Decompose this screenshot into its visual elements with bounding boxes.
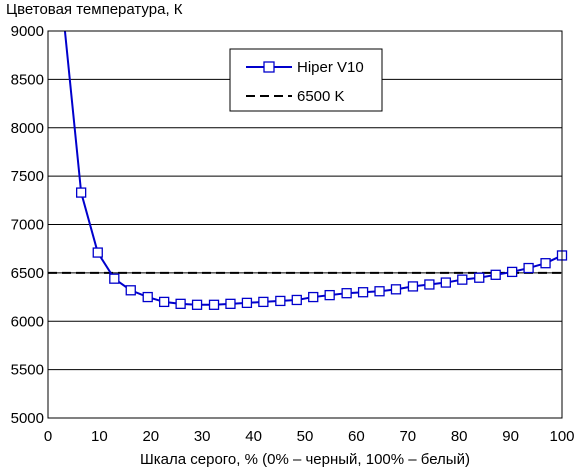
- data-point-marker: [424, 279, 435, 290]
- data-point-marker: [275, 295, 286, 307]
- data-point-marker: [374, 286, 385, 297]
- y-tick-label: 5000: [11, 410, 44, 427]
- data-point-marker: [76, 187, 87, 198]
- y-tick-label: 6500: [11, 265, 44, 282]
- data-point-marker: [357, 287, 369, 298]
- data-point-marker: [208, 299, 220, 310]
- legend-series-marker: [263, 61, 275, 73]
- data-point-marker: [341, 288, 352, 299]
- data-point-marker: [407, 281, 419, 292]
- y-tick-label: 8500: [11, 71, 44, 88]
- data-point-marker: [523, 262, 534, 274]
- x-tick-label: 60: [348, 428, 365, 445]
- x-tick-label: 10: [91, 428, 108, 445]
- data-point-marker: [125, 285, 136, 296]
- y-tick-label: 7000: [11, 217, 44, 234]
- series-markers: [76, 187, 568, 310]
- x-tick-label: 80: [451, 428, 468, 445]
- x-tick-label: 20: [142, 428, 159, 445]
- data-point-marker: [540, 258, 551, 269]
- data-point-marker: [390, 284, 402, 295]
- data-point-marker: [440, 277, 451, 288]
- legend-reference-label: 6500 K: [297, 88, 345, 105]
- x-tick-label: 90: [502, 428, 519, 445]
- data-point-marker: [142, 291, 153, 303]
- y-tick-labels: 5000 5500 6000 6500 7000 7500 8000 8500 9000: [11, 23, 44, 427]
- x-axis-title: Шкала серого, % (0% – черный, 100% – бел…: [140, 451, 470, 468]
- x-tick-label: 50: [297, 428, 314, 445]
- data-point-marker: [225, 298, 236, 309]
- y-tick-label: 6000: [11, 313, 44, 330]
- data-point-marker: [92, 247, 103, 258]
- data-point-marker: [474, 272, 485, 283]
- y-axis-title: Цветовая температура, К: [6, 1, 183, 18]
- data-point-marker: [258, 296, 269, 308]
- data-point-marker: [324, 289, 335, 301]
- data-point-marker: [159, 296, 170, 308]
- x-tick-label: 70: [399, 428, 416, 445]
- data-point-marker: [291, 294, 302, 306]
- legend: Hiper V10 6500 K: [229, 48, 383, 112]
- y-tick-label: 7500: [11, 168, 44, 185]
- legend-series-label: Hiper V10: [297, 59, 364, 76]
- data-point-marker: [109, 273, 120, 284]
- x-tick-labels: 0 10 20 30 40 50 60 70 80 90 100: [44, 428, 574, 445]
- data-point-marker: [191, 299, 203, 310]
- x-tick-label: 100: [549, 428, 574, 445]
- y-tick-label: 9000: [11, 23, 44, 40]
- data-point-marker: [241, 297, 253, 309]
- data-point-marker: [457, 274, 468, 285]
- plot-frame: [47, 30, 563, 419]
- data-point-marker: [175, 298, 186, 309]
- legend-box: [229, 48, 383, 112]
- data-point-marker: [308, 291, 319, 303]
- x-tick-label: 0: [44, 428, 52, 445]
- y-tick-label: 8000: [11, 120, 44, 137]
- x-tick-label: 30: [194, 428, 211, 445]
- data-point-marker: [490, 269, 501, 280]
- data-point-marker: [506, 266, 518, 278]
- y-tick-label: 5500: [11, 362, 44, 379]
- x-tick-label: 40: [245, 428, 262, 445]
